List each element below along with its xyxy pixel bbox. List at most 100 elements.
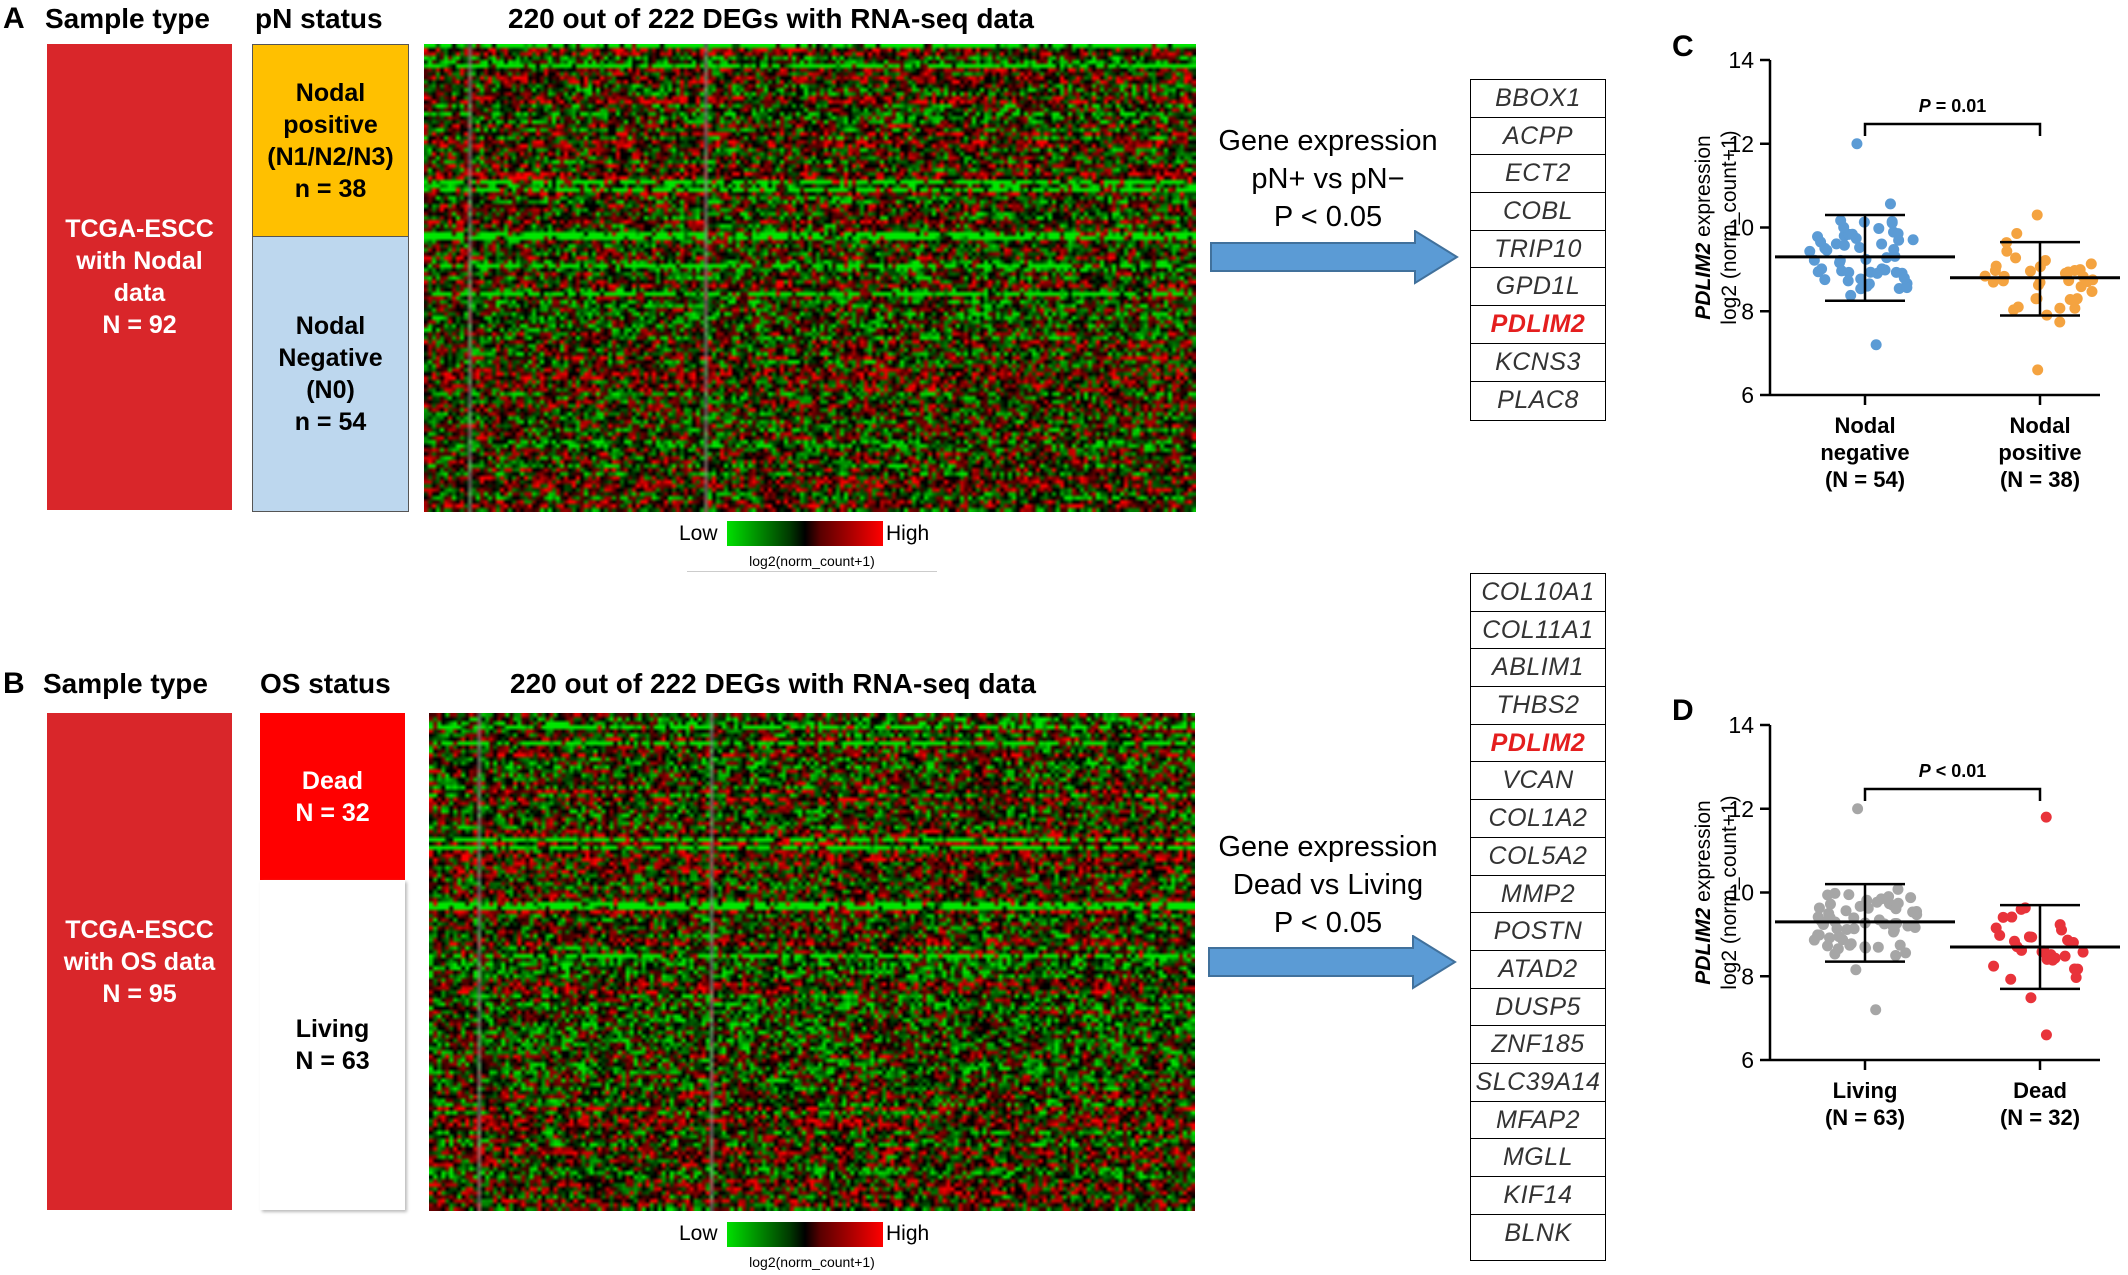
sample-box-b-line3: N = 95 — [102, 979, 177, 1008]
data-point — [1989, 264, 2001, 276]
status-nodal-positive-line1: Nodal — [295, 78, 366, 107]
p-value-annotation: P < 0.01 — [1919, 761, 1987, 781]
b-gene-thbs2: THBS2 — [1471, 687, 1605, 725]
panel-c-letter: C — [1672, 30, 1694, 63]
arrow-b-shape — [1208, 935, 1457, 990]
data-point — [2047, 954, 2059, 966]
data-point — [2085, 258, 2097, 270]
data-point — [1900, 947, 1912, 959]
data-point — [2010, 252, 2022, 264]
data-point — [1890, 950, 1902, 962]
arrow-text-b-line1: Gene expression — [1218, 831, 1438, 863]
status-living-line1: Living — [295, 1015, 370, 1043]
data-point — [1855, 273, 1867, 285]
significance-bracket — [1863, 122, 2042, 136]
legend-high-a: High — [886, 522, 930, 545]
arrow-a — [1210, 230, 1459, 285]
status-living: Living N = 63 — [260, 880, 405, 1210]
b-gene-ablim1: ABLIM1 — [1471, 649, 1605, 688]
status-nodal-negative-line4: n = 54 — [294, 408, 367, 436]
y-tick-label: 6 — [1741, 382, 1754, 408]
b-gene-znf185: ZNF185 — [1471, 1026, 1605, 1064]
sample-box-a: TCGA-ESCC with Nodal data N = 92 — [47, 44, 232, 510]
b-gene-pdlim2: PDLIM2 — [1471, 725, 1605, 763]
a-gene-ect2: ECT2 — [1471, 155, 1605, 194]
data-point — [1898, 272, 1910, 284]
x-category-label: Living — [1833, 1078, 1898, 1103]
status-nodal-positive-line4: n = 38 — [294, 174, 367, 203]
status-dead-line2: N = 32 — [295, 798, 370, 827]
a-gene-plac8: PLAC8 — [1497, 385, 1579, 414]
data-point — [2006, 911, 2018, 923]
arrow-a-shape — [1210, 230, 1459, 285]
data-point — [1888, 244, 1900, 256]
data-point — [2059, 950, 2071, 962]
b-gene-dusp5: DUSP5 — [1471, 989, 1605, 1027]
data-point — [1815, 236, 1827, 248]
a-gene-acpp: ACPP — [1471, 118, 1605, 156]
data-point — [1890, 266, 1902, 278]
data-point — [1901, 282, 1913, 294]
data-point — [1832, 943, 1844, 955]
data-point — [2001, 245, 2013, 257]
data-point — [2040, 811, 2052, 823]
arrow-text-a-line3: P < 0.05 — [1273, 201, 1383, 233]
data-point — [1848, 923, 1860, 935]
y-tick-label: 8 — [1741, 298, 1754, 324]
data-point — [1875, 893, 1887, 905]
a-gene-kcns3: KCNS3 — [1471, 344, 1605, 382]
legend-gradient-a — [727, 521, 883, 546]
sample-type-header-a: Sample type — [45, 3, 210, 34]
data-point — [1852, 803, 1864, 815]
arrow-text-b-line2: Dead vs Living — [1232, 869, 1424, 901]
x-category-label: Dead — [2013, 1078, 2067, 1103]
panel-b-letter: B — [3, 667, 25, 700]
data-point — [1822, 889, 1834, 901]
data-point — [2067, 937, 2079, 949]
data-point — [1878, 918, 1890, 930]
data-point — [2031, 209, 2043, 221]
data-point — [1870, 339, 1882, 351]
data-point — [2054, 919, 2066, 931]
arrow-b — [1208, 935, 1457, 990]
data-point — [1990, 922, 2002, 934]
arrow-text-b: Gene expression Dead vs Living P < 0.05 — [1198, 828, 1458, 942]
data-point — [1870, 1004, 1882, 1016]
chart-d: 6 8 10 12 14 PDLIM2 expression log2 (norm_coun… — [1692, 712, 2120, 1130]
data-point — [1842, 275, 1854, 287]
y-axis-label-line2: log2 (norm_count+1) — [1718, 795, 1741, 989]
b-gene-col5a2: COL5A2 — [1471, 838, 1605, 876]
data-point — [1997, 911, 2009, 923]
a-gene-trip10: TRIP10 — [1471, 231, 1605, 269]
data-point — [2040, 1029, 2052, 1041]
sample-box-a-line3: data — [113, 279, 166, 307]
data-point — [2054, 302, 2066, 314]
data-point — [2054, 316, 2066, 328]
data-point — [1813, 902, 1825, 914]
data-point — [1892, 228, 1904, 240]
status-nodal-negative-line3: (N0) — [306, 376, 355, 404]
data-point — [1844, 939, 1856, 951]
b-gene-kif14: KIF14 — [1471, 1177, 1605, 1215]
b-gene-postn: POSTN — [1471, 913, 1605, 951]
x-category-label: positive — [1998, 440, 2081, 465]
a-gene-gpd1l: GPD1L — [1471, 268, 1605, 307]
data-point — [1835, 214, 1847, 226]
legend-low-a: Low — [679, 522, 718, 545]
b-gene-col10a1: COL10A1 — [1471, 574, 1605, 612]
y-tick-label: 12 — [1728, 796, 1754, 822]
data-point — [1861, 894, 1873, 906]
heatmap-b — [429, 713, 1195, 1211]
data-point — [2011, 227, 2023, 239]
data-point — [2087, 274, 2099, 286]
status-nodal-negative: Nodal Negative (N0) n = 54 — [252, 236, 409, 512]
os-status-header: OS status — [260, 668, 391, 699]
heatmap-title-b: 220 out of 222 DEGs with RNA-seq data — [510, 668, 1036, 699]
sample-box-b: TCGA-ESCC with OS data N = 95 — [47, 713, 232, 1210]
arrow-text-a: Gene expression pN+ vs pN− P < 0.05 — [1198, 122, 1458, 236]
x-category-label: (N = 63) — [1825, 1105, 1905, 1130]
data-point — [1813, 929, 1825, 941]
sample-box-a-line2: with Nodal — [76, 247, 203, 275]
sample-box-a-line1: TCGA-ESCC — [65, 215, 214, 243]
x-category-label: (N = 32) — [2000, 1105, 2080, 1130]
